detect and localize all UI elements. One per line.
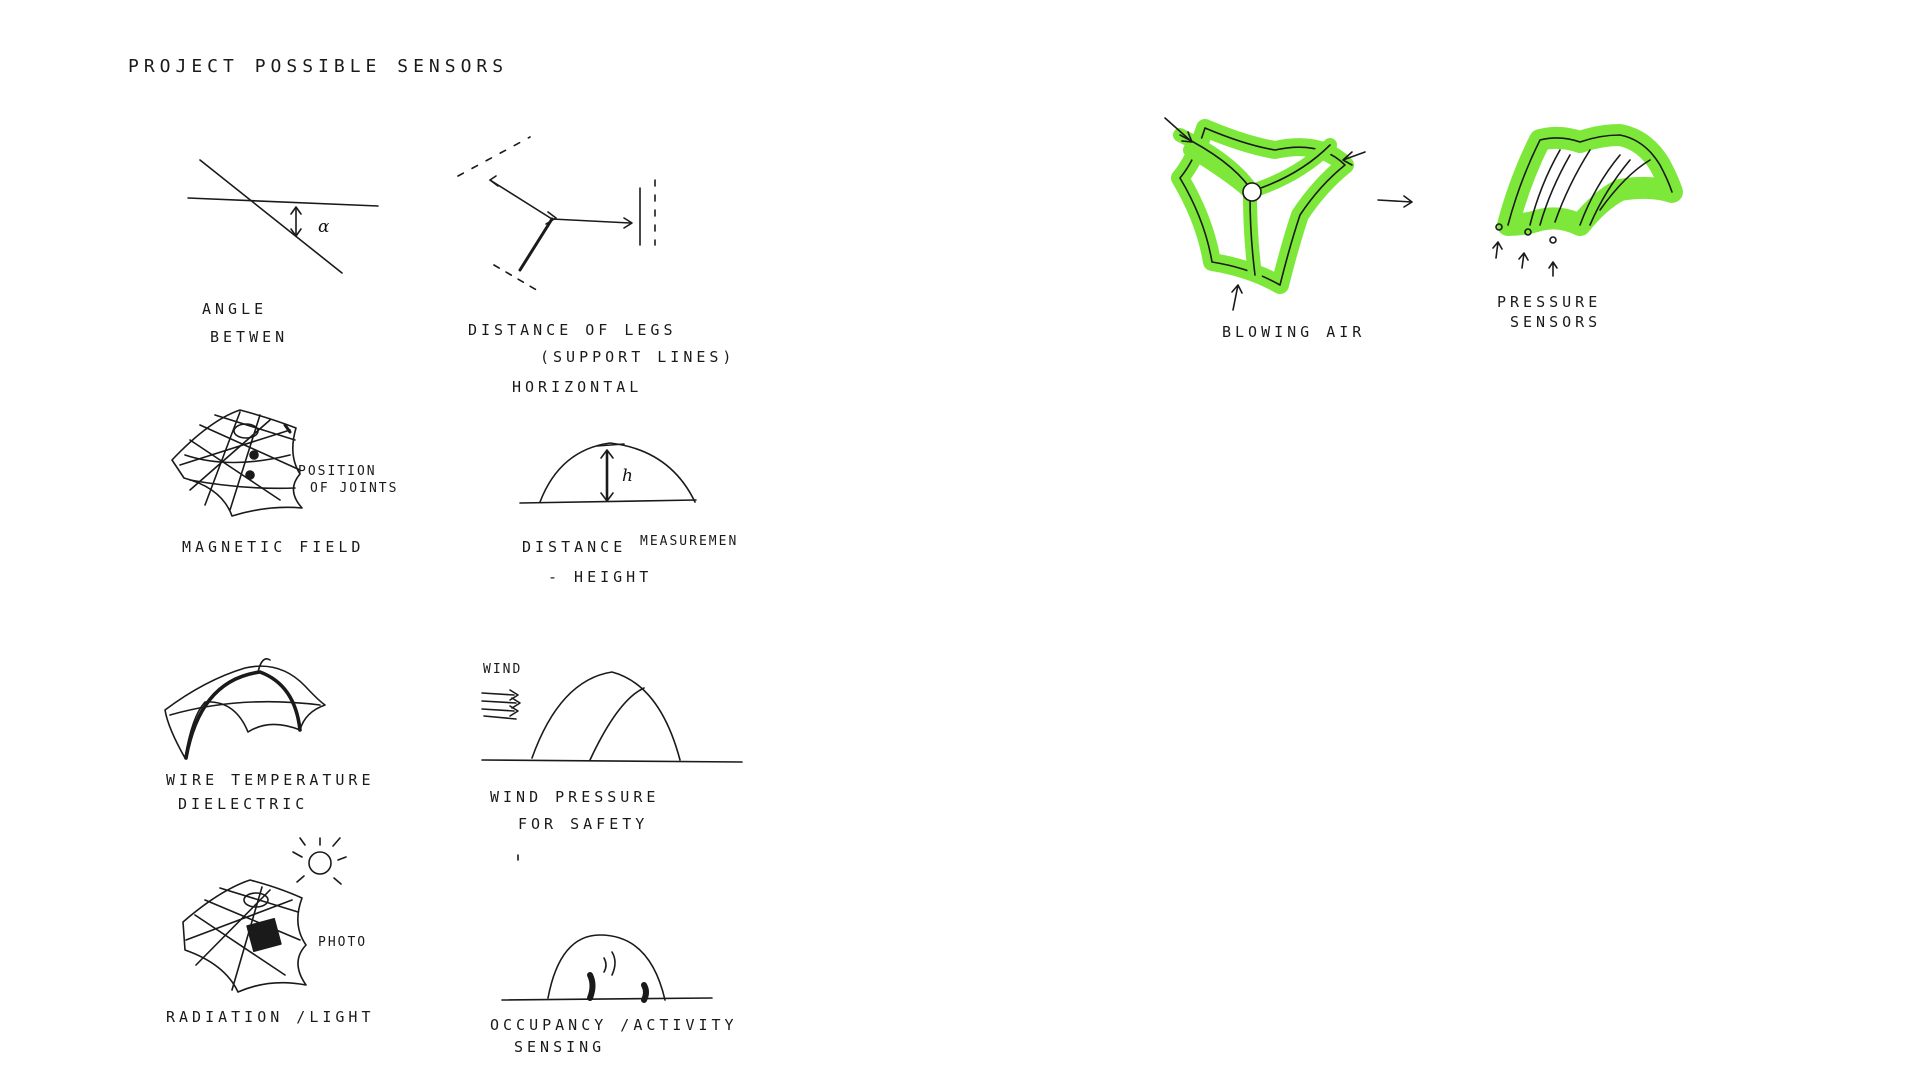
radiation-sketch xyxy=(182,837,347,993)
h-symbol: h xyxy=(622,466,633,486)
occupancy-label-2: SENSING xyxy=(514,1038,606,1056)
photo-annotation: PHOTO xyxy=(318,935,368,950)
occupancy-label-1: OCCUPANCY /ACTIVITY xyxy=(490,1016,738,1034)
radiation-label: RADIATION /LIGHT xyxy=(166,1008,375,1026)
pressure-sketch xyxy=(1492,124,1683,277)
wind-sketch xyxy=(481,671,743,763)
angle-label-1: ANGLE xyxy=(202,300,268,318)
height-sketch xyxy=(519,442,697,504)
magnetic-sketch xyxy=(171,409,303,517)
blowing-air-sketch xyxy=(1164,117,1413,311)
distance-legs-label-2: (SUPPORT LINES) xyxy=(540,348,736,366)
blowing-air-label: BLOWING AIR xyxy=(1222,323,1366,341)
wind-label-2: FOR SAFETY xyxy=(518,815,649,833)
angle-label-2: BETWEN xyxy=(210,328,289,346)
magnetic-label: MAGNETIC FIELD xyxy=(182,538,365,556)
wind-annotation: WIND xyxy=(483,662,523,677)
pressure-label-1: PRESSURE xyxy=(1497,293,1602,311)
height-label-1: DISTANCE xyxy=(522,538,627,556)
alpha-symbol: α xyxy=(318,217,330,237)
wind-label-1: WIND PRESSURE xyxy=(490,788,660,806)
occupancy-sketch xyxy=(501,854,713,1003)
joints-annotation-1: POSITION xyxy=(298,464,377,479)
angle-sketch xyxy=(187,159,379,274)
joints-annotation-2: OF JOINTS xyxy=(310,481,399,496)
wire-label-1: WIRE TEMPERATURE xyxy=(166,771,375,789)
distance-legs-label-1: DISTANCE OF LEGS xyxy=(468,321,677,339)
wire-label-2: DIELECTRIC xyxy=(178,795,309,813)
distance-legs-sketch xyxy=(457,136,656,293)
pressure-label-2: SENSORS xyxy=(1510,313,1602,331)
distance-legs-label-3: HORIZONTAL xyxy=(512,378,643,396)
page-title: PROJECT POSSIBLE SENSORS xyxy=(128,56,509,77)
height-label-2: - HEIGHT xyxy=(548,568,653,586)
height-label-1b: MEASUREMEN xyxy=(640,534,739,549)
wire-sketch xyxy=(164,658,326,760)
